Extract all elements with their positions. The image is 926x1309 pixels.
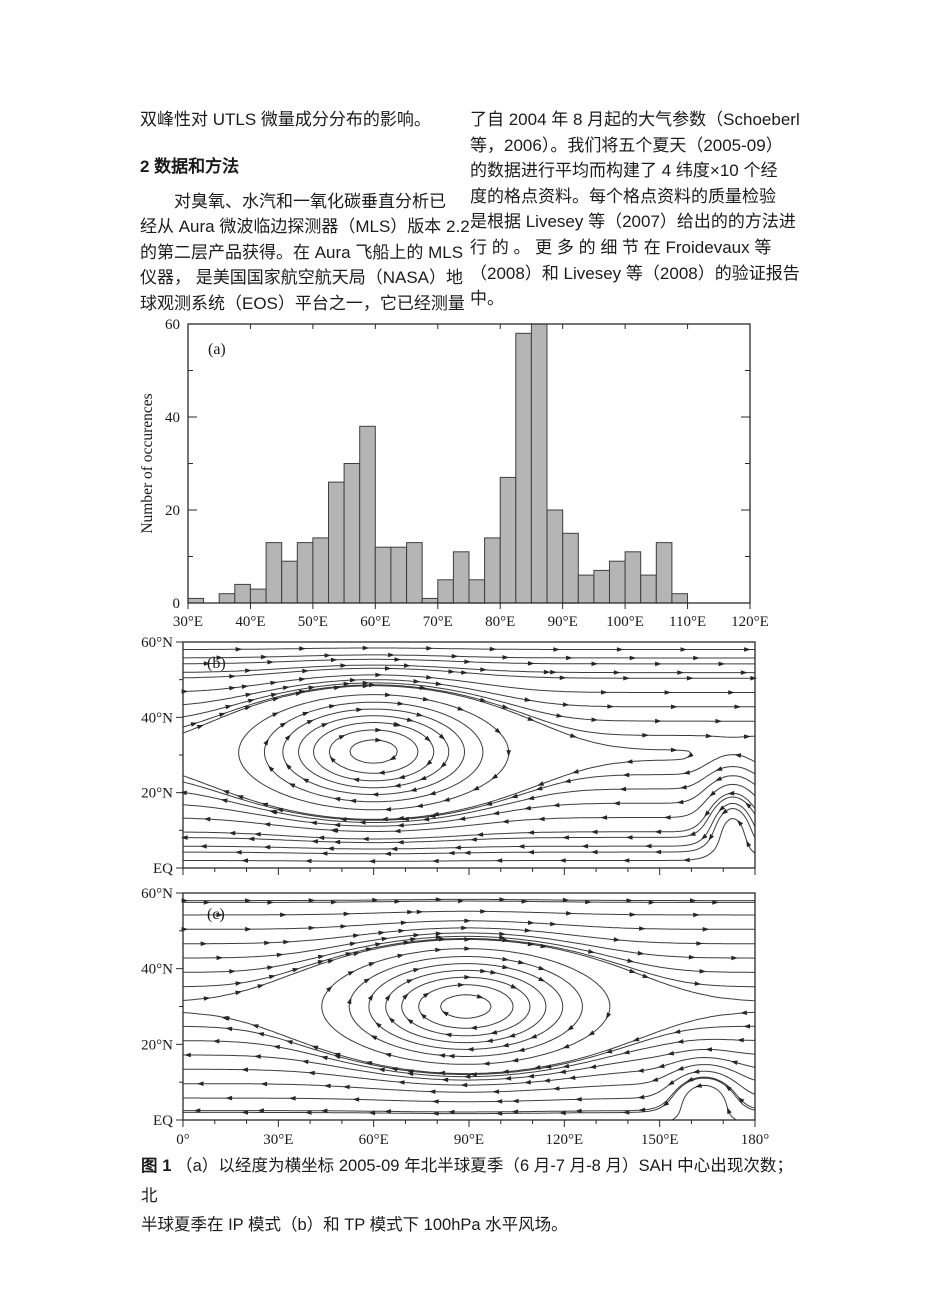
figure-canvas: 30°E 40°E 50°E 60°E 70°E 80°E 90°E 100°E 110°E 12… xyxy=(139,317,769,1148)
histogram-bar xyxy=(468,579,486,604)
histogram-bar xyxy=(671,593,689,604)
right-text-column: 了自 2004 年 8 月起的大气参数（Schoeberl 等，2006）。我们… xyxy=(470,107,800,312)
histogram-bar xyxy=(359,425,376,604)
svg-text:180°: 180° xyxy=(741,1132,770,1148)
figure-caption: 图 1 （a）以经度为横坐标 2005-09 年北半球夏季（6 月-7 月-8 … xyxy=(141,1152,793,1241)
svg-text:40°E: 40°E xyxy=(235,614,265,630)
paragraph-line: 的第二层产品获得。在 Aura 飞船上的 MLS xyxy=(140,242,464,262)
histogram-bar xyxy=(187,597,205,604)
histogram-bar xyxy=(593,569,610,604)
streamlines xyxy=(182,647,756,862)
paragraph-line: 球观测系统（EOS）平台之一，它已经测量 xyxy=(140,293,465,313)
paragraph-line: 仪器， 是美国国家航空航天局（NASA）地 xyxy=(140,268,464,288)
svg-text:EQ: EQ xyxy=(153,1113,173,1129)
svg-text:150°E: 150°E xyxy=(641,1132,679,1148)
histogram-bar xyxy=(609,560,626,604)
histogram-bar xyxy=(312,537,329,604)
svg-text:120°E: 120°E xyxy=(545,1132,583,1148)
histogram-bar xyxy=(437,579,454,604)
svg-text:120°E: 120°E xyxy=(731,614,769,630)
svg-text:110°E: 110°E xyxy=(669,614,706,630)
figure-1: 30°E 40°E 50°E 60°E 70°E 80°E 90°E 100°E 110°E 12… xyxy=(138,317,810,1160)
svg-text:0°: 0° xyxy=(176,1132,190,1148)
svg-text:60°E: 60°E xyxy=(360,614,390,630)
paragraph-line: 了自 2004 年 8 月起的大气参数（Schoeberl xyxy=(470,110,800,129)
svg-text:80°E: 80°E xyxy=(485,614,515,630)
paragraph-line: （2008）和 Livesey 等（2008）的验证报告 xyxy=(470,263,800,283)
histogram-bar xyxy=(374,546,392,604)
svg-text:70°E: 70°E xyxy=(423,614,453,630)
histogram-bar xyxy=(234,583,251,604)
paragraph-line: 对臭氧、水汽和一氧化碳垂直分析已 xyxy=(140,191,446,211)
histogram-bar xyxy=(249,588,267,604)
svg-text:60°N: 60°N xyxy=(141,635,173,651)
streamline-panel-c: EQ 20°N 40°N 60°N 0° 30°E 60°E 90°E 120°E 150°E 18… xyxy=(141,886,769,1148)
streamline-panel-b: EQ 20°N 40°N 60°N (b) xyxy=(141,635,758,877)
panel-label: (c) xyxy=(207,906,225,923)
histogram-bar xyxy=(265,542,283,604)
y-axis-label: Number of occurences xyxy=(139,393,156,533)
svg-text:60°N: 60°N xyxy=(141,886,173,902)
stream-arrowheads xyxy=(181,897,751,1116)
histogram-panel: 30°E 40°E 50°E 60°E 70°E 80°E 90°E 100°E 110°E 12… xyxy=(139,317,769,630)
svg-text:20°N: 20°N xyxy=(141,786,173,802)
paragraph-line: 双峰性对 UTLS 微量成分分布的影响。 xyxy=(140,110,431,129)
svg-text:20: 20 xyxy=(165,503,180,519)
caption-label: 图 1 xyxy=(141,1157,172,1175)
histogram-bar xyxy=(296,542,314,604)
svg-text:90°E: 90°E xyxy=(548,614,578,630)
histogram-bar xyxy=(406,542,423,604)
caption-text-line1: （a）以经度为横坐标 2005-09 年北半球夏季（6 月-7 月-8 月）SA… xyxy=(141,1157,793,1205)
histogram-bar xyxy=(421,597,439,604)
histogram-bar xyxy=(562,532,579,604)
svg-text:40°N: 40°N xyxy=(141,710,173,726)
svg-text:30°E: 30°E xyxy=(173,614,203,630)
caption-text-line2: 半球夏季在 IP 模式（b）和 TP 模式下 100hPa 水平风场。 xyxy=(141,1216,568,1234)
histogram-bar xyxy=(624,551,642,604)
histogram-bar xyxy=(390,546,407,604)
panel-label-a: (a) xyxy=(208,341,226,358)
svg-text:EQ: EQ xyxy=(153,861,173,877)
histogram-bar xyxy=(515,332,532,604)
histogram-bar xyxy=(328,481,345,604)
paragraph-line: 中。 xyxy=(470,289,504,309)
histogram-bar xyxy=(484,537,501,604)
paragraph-line: 度的格点资料。每个格点资料的质量检验 xyxy=(470,186,776,206)
panel-label: (b) xyxy=(207,655,226,672)
left-text-column: 双峰性对 UTLS 微量成分分布的影响。 2 数据和方法 对臭氧、水汽和一氧化碳… xyxy=(140,107,470,317)
histogram-bar xyxy=(452,551,470,604)
svg-text:0: 0 xyxy=(173,596,181,612)
svg-text:60°E: 60°E xyxy=(359,1132,389,1148)
streamlines xyxy=(182,898,756,1121)
svg-text:30°E: 30°E xyxy=(263,1132,293,1148)
paragraph-line: 是根据 Livesey 等（2007）给出的的方法进 xyxy=(470,212,796,232)
svg-text:40: 40 xyxy=(165,410,180,426)
histogram-bar xyxy=(640,574,657,604)
histogram-bar xyxy=(218,593,236,604)
histogram-bar xyxy=(499,476,517,604)
svg-text:20°N: 20°N xyxy=(141,1037,173,1053)
histogram-bar xyxy=(546,509,564,604)
histogram-bar xyxy=(530,323,548,604)
svg-text:100°E: 100°E xyxy=(606,614,644,630)
svg-text:60: 60 xyxy=(165,318,180,333)
svg-text:50°E: 50°E xyxy=(298,614,328,630)
paragraph-line: 的数据进行平均而构建了 4 纬度×10 个经 xyxy=(470,161,778,181)
svg-text:90°E: 90°E xyxy=(454,1132,484,1148)
svg-text:40°N: 40°N xyxy=(141,962,173,978)
histogram-bar xyxy=(655,542,673,604)
histogram-bar xyxy=(281,560,298,604)
paragraph-line: 行 的 。 更 多 的 细 节 在 Froidevaux 等 xyxy=(470,237,772,257)
histogram-bar xyxy=(577,574,595,604)
section-heading: 2 数据和方法 xyxy=(140,156,240,176)
histogram-bar xyxy=(343,463,361,604)
paragraph-line: 等，2006）。我们将五个夏天（2005-09） xyxy=(470,135,783,155)
paragraph-line: 经从 Aura 微波临边探测器（MLS）版本 2.2 xyxy=(140,217,470,237)
